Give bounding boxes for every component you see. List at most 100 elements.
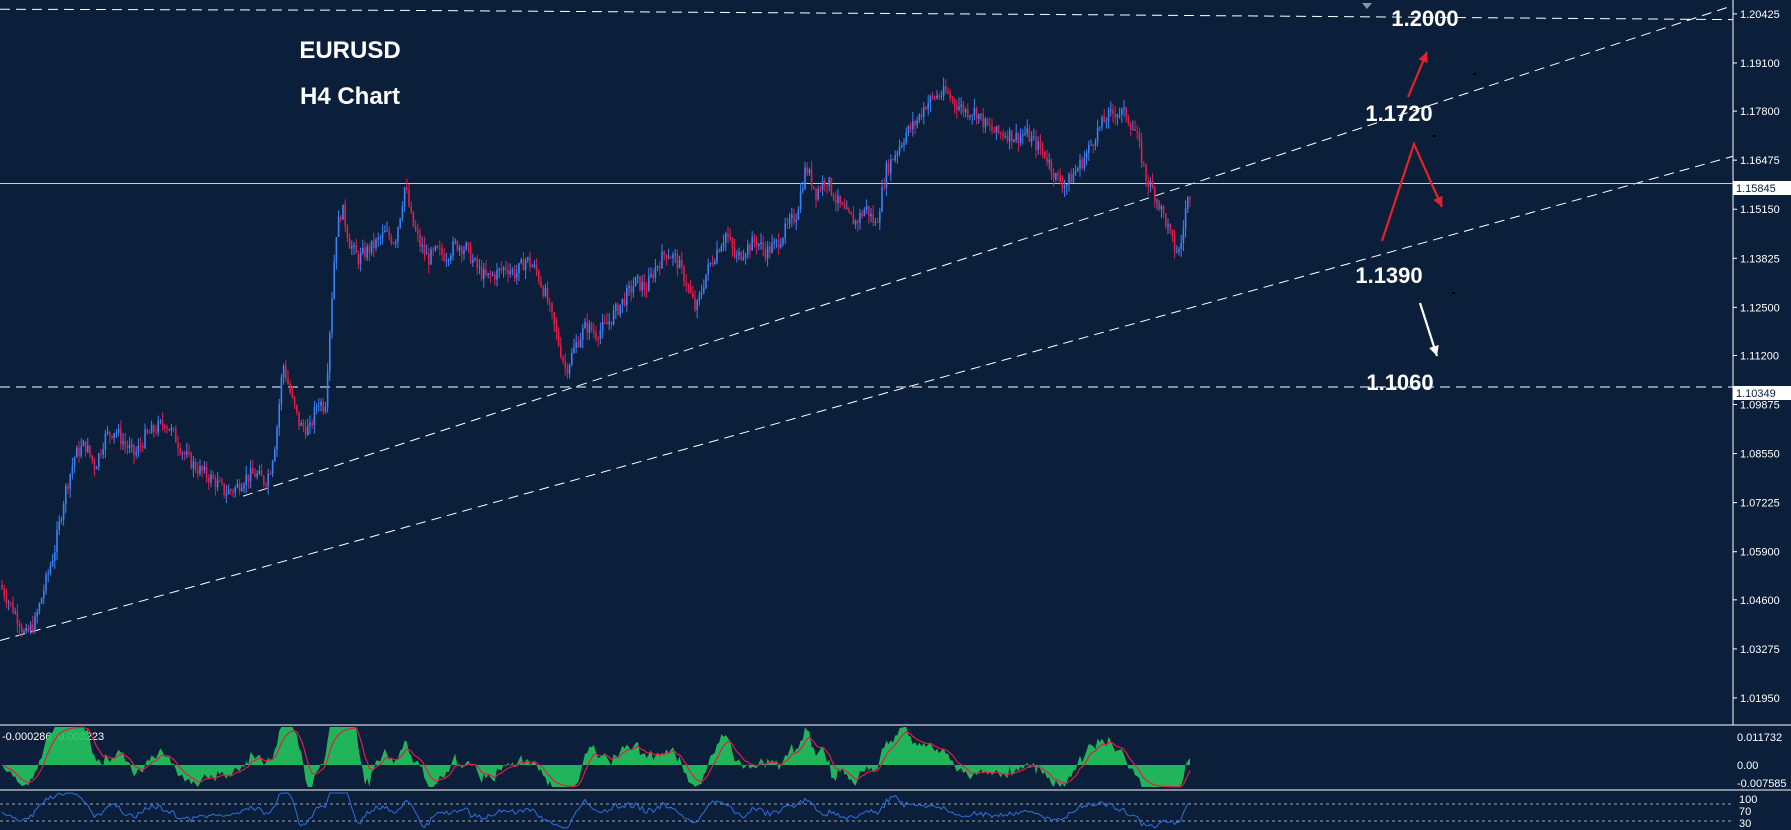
candle-body — [610, 321, 613, 325]
chart-symbol-title: EURUSD — [299, 37, 400, 64]
candle-body — [791, 214, 793, 218]
candle-body — [835, 199, 837, 203]
candle-body — [1125, 107, 1127, 119]
rsi-tick-100: 100 — [1739, 794, 1757, 806]
candle-body — [700, 292, 703, 295]
candle-body — [586, 322, 588, 333]
candle-body — [1006, 136, 1009, 142]
candle-body — [1110, 109, 1112, 111]
candle-body — [753, 237, 756, 243]
candle-body — [21, 626, 23, 632]
candle-body — [1079, 159, 1081, 169]
candle-body — [199, 465, 201, 474]
candle-body — [348, 237, 351, 249]
candle-body — [230, 489, 232, 491]
candle-body — [148, 432, 151, 434]
candle-body — [335, 236, 338, 263]
candle-body — [542, 286, 544, 296]
candle-body — [630, 285, 632, 293]
candle-body — [384, 230, 386, 233]
candle-body — [1059, 175, 1061, 183]
candle-body — [111, 435, 113, 438]
candle-body — [234, 487, 236, 493]
candle-body — [388, 230, 390, 237]
candle-body — [615, 304, 617, 311]
candle-body — [401, 206, 404, 219]
candle-body — [302, 422, 305, 428]
candle-body — [601, 321, 604, 331]
candle-body — [313, 407, 316, 426]
candle-body — [34, 616, 36, 632]
candle-body — [788, 217, 791, 224]
candle-body — [137, 445, 140, 453]
candle-body — [925, 107, 927, 110]
candle-body — [839, 195, 841, 204]
candle-body — [1167, 224, 1169, 227]
candle-body — [324, 406, 327, 412]
candle-body — [762, 242, 764, 249]
candle-body — [1112, 109, 1114, 114]
candle-body — [775, 240, 778, 242]
candle-body — [1169, 224, 1171, 230]
candle-body — [1189, 197, 1191, 200]
candle-body — [810, 169, 813, 187]
candle-body — [898, 146, 901, 153]
candle-body — [379, 237, 382, 239]
trendline-1[interactable] — [0, 155, 1734, 642]
candle-body — [432, 249, 434, 251]
candle-body — [40, 598, 43, 604]
candle-body — [1004, 136, 1006, 138]
candle-body — [665, 254, 668, 258]
candle-body — [685, 282, 687, 286]
candle-body — [824, 180, 826, 186]
candle-body — [1083, 158, 1086, 169]
candle-body — [469, 245, 472, 263]
candle-body — [683, 266, 685, 283]
candle-body — [650, 274, 652, 277]
candle-body — [784, 223, 786, 239]
candle-body — [225, 494, 228, 496]
candle-body — [25, 627, 27, 632]
candle-body — [731, 239, 734, 248]
candle-body — [667, 257, 670, 259]
candle-body — [973, 107, 976, 116]
candle-body — [518, 263, 520, 274]
candle-body — [639, 276, 641, 291]
macd-indicator-panel[interactable]: -0.000286 -0.003223 0.011732 0.00 -0.007… — [0, 726, 1787, 790]
candle-body — [769, 246, 771, 253]
candle-body — [150, 425, 153, 434]
candle-body — [859, 213, 861, 223]
candle-body — [414, 226, 417, 231]
candle-body — [1044, 151, 1046, 158]
candle-body — [931, 96, 934, 98]
candle-body — [126, 445, 129, 449]
candle-body — [709, 262, 712, 265]
candle-body — [527, 257, 529, 261]
price-tick-label: 1.15150 — [1740, 204, 1780, 216]
candle-body — [1015, 132, 1017, 140]
candle-body — [544, 287, 547, 296]
candle-body — [980, 113, 982, 115]
candle-body — [403, 187, 406, 207]
candle-body — [27, 627, 30, 632]
candle-body — [381, 232, 384, 238]
candle-body — [608, 321, 610, 325]
chart-timeframe-title: H4 Chart — [300, 83, 400, 110]
main-price-panel: 1.20425 1.19100 1.17800 1.16475 1.15150 1.138… — [0, 0, 1791, 791]
candle-body — [876, 221, 879, 223]
candle-body — [599, 330, 602, 339]
candle-body — [489, 273, 492, 275]
candle-body — [868, 205, 870, 217]
rsi-indicator-panel[interactable]: 100 70 30 — [0, 792, 1757, 830]
trendline-2[interactable] — [242, 5, 1734, 497]
candle-body — [755, 242, 758, 246]
candle-body — [243, 484, 245, 489]
candle-body — [60, 519, 63, 522]
candle-body — [252, 468, 254, 474]
candle-body — [390, 236, 393, 244]
candle-body — [533, 264, 536, 267]
candle-body — [425, 253, 428, 255]
candle-body — [278, 403, 280, 428]
